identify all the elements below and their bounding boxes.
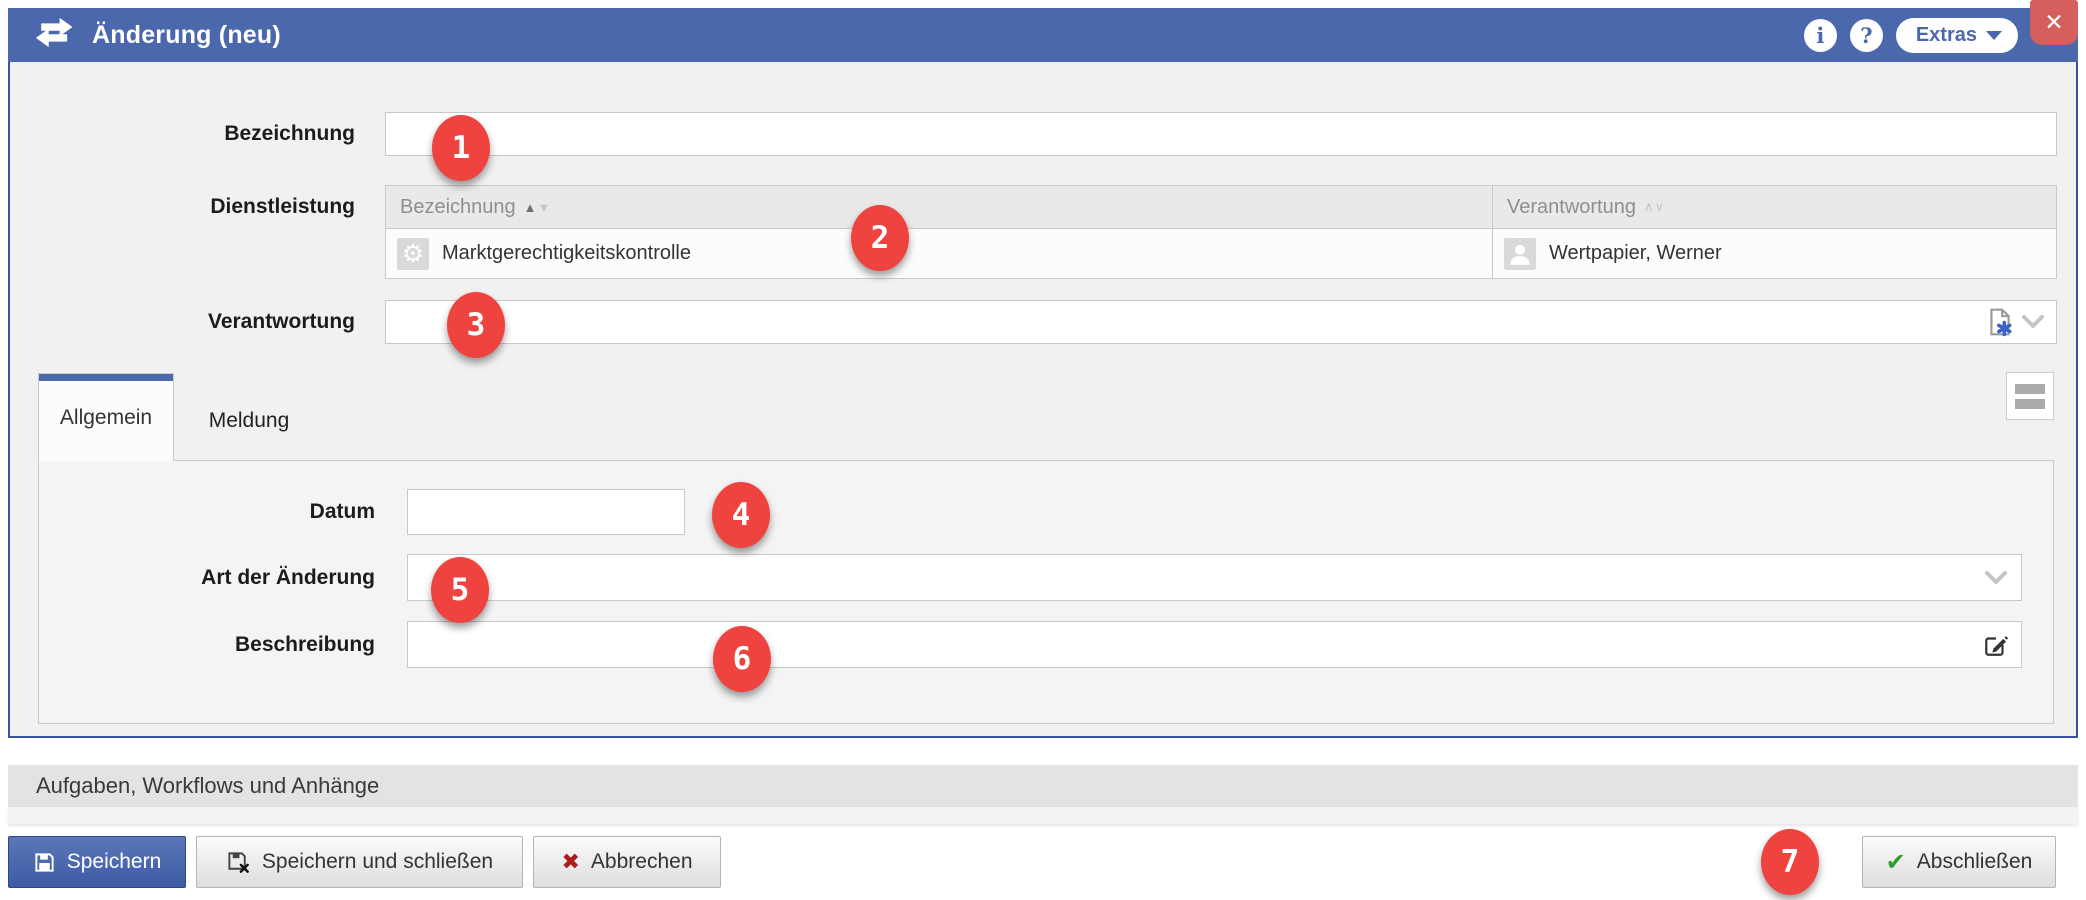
cell-text: Marktgerechtigkeitskontrolle	[442, 242, 691, 264]
finish-button[interactable]: ✔ Abschließen	[1862, 836, 2056, 888]
layout-toggle-button[interactable]	[2006, 372, 2054, 420]
title-bar: Änderung (neu) i ? Extras	[8, 8, 2078, 62]
datum-label: Datum	[309, 500, 375, 523]
bezeichnung-input[interactable]	[385, 112, 2057, 156]
titlebar-actions: i ? Extras	[1803, 8, 2018, 62]
tab-label: Allgemein	[59, 405, 153, 429]
sort-desc-icon: ∨	[1654, 199, 1665, 214]
active-tab-accent	[39, 374, 173, 381]
info-icon[interactable]: i	[1803, 18, 1837, 52]
art-der-aenderung-label: Art der Änderung	[201, 566, 375, 589]
verantwortung-input[interactable]	[385, 300, 2057, 344]
cancel-button[interactable]: ✖ Abbrechen	[533, 836, 721, 888]
layout-bar-icon	[2015, 398, 2045, 409]
new-document-icon[interactable]	[1985, 307, 2015, 337]
sort-asc-icon: ∧	[1643, 199, 1654, 214]
exchange-arrows-icon	[35, 18, 73, 48]
section-header-aufgaben[interactable]: Aufgaben, Workflows und Anhänge	[8, 765, 2078, 807]
dienstleistung-label: Dienstleistung	[210, 195, 355, 218]
annotation-marker-1: 1	[432, 115, 490, 181]
chevron-down-icon[interactable]	[2022, 315, 2044, 329]
beschreibung-input[interactable]	[407, 621, 2022, 668]
save-button[interactable]: Speichern	[8, 836, 186, 888]
save-and-close-label: Speichern und schließen	[261, 850, 494, 873]
cell-verantwortung: Wertpapier, Werner	[1492, 229, 2056, 278]
finish-label: Abschließen	[1916, 850, 2033, 873]
dienstleistung-table: Bezeichnung ▲ ▼ Verantwortung ∧ ∨	[385, 185, 2057, 279]
verantwortung-label: Verantwortung	[207, 310, 355, 333]
bezeichnung-label: Bezeichnung	[224, 122, 355, 145]
cancel-x-icon: ✖	[561, 849, 580, 874]
tab-meldung[interactable]: Meldung	[174, 380, 324, 461]
extras-label: Extras	[1915, 23, 1977, 46]
annotation-marker-4: 4	[712, 482, 770, 548]
finish-check-icon: ✔	[1885, 848, 1906, 876]
save-floppy-icon	[35, 852, 54, 872]
column-header-verantwortung[interactable]: Verantwortung ∧ ∨	[1492, 186, 2056, 228]
cancel-label: Abbrechen	[590, 850, 693, 873]
annotation-marker-5: 5	[431, 557, 489, 623]
column-label: Verantwortung	[1507, 195, 1636, 218]
annotation-marker-6: 6	[713, 626, 771, 692]
edit-pencil-icon[interactable]	[1983, 632, 2009, 658]
tab-allgemein[interactable]: Allgemein	[38, 373, 174, 461]
datum-input[interactable]	[407, 489, 685, 535]
annotation-marker-2: 2	[851, 205, 909, 271]
person-icon	[1504, 237, 1536, 270]
beschreibung-label: Beschreibung	[234, 633, 375, 656]
sort-icons: ▲ ▼	[524, 200, 551, 215]
service-gear-icon: ⚙	[397, 237, 429, 270]
chevron-down-icon	[1986, 30, 2002, 40]
cell-bezeichnung: ⚙ Marktgerechtigkeitskontrolle	[386, 229, 1492, 278]
tab-label: Meldung	[208, 408, 290, 432]
save-close-floppy-icon	[228, 851, 249, 873]
column-header-bezeichnung[interactable]: Bezeichnung ▲ ▼	[386, 186, 1492, 228]
save-label: Speichern	[66, 850, 162, 873]
page-title: Änderung (neu)	[92, 20, 281, 49]
section-body-collapsed	[8, 807, 2078, 824]
extras-button[interactable]: Extras	[1895, 17, 2018, 53]
sort-asc-icon: ▲	[523, 199, 537, 215]
sort-icons: ∧ ∨	[1644, 199, 1664, 215]
chevron-down-icon	[1985, 570, 2007, 584]
close-button[interactable]: ✕	[2030, 0, 2078, 45]
annotation-marker-3: 3	[447, 292, 505, 358]
help-icon[interactable]: ?	[1849, 18, 1883, 52]
sort-desc-icon: ▼	[537, 199, 551, 215]
save-and-close-button[interactable]: Speichern und schließen	[196, 836, 523, 888]
main-form-panel: Bezeichnung Dienstleistung Bezeichnung ▲…	[8, 62, 2078, 738]
table-header-row: Bezeichnung ▲ ▼ Verantwortung ∧ ∨	[386, 186, 2056, 229]
close-icon: ✕	[2044, 9, 2064, 35]
art-der-aenderung-select[interactable]	[407, 554, 2022, 601]
cell-text: Wertpapier, Werner	[1549, 242, 1722, 264]
table-row[interactable]: ⚙ Marktgerechtigkeitskontrolle Wertpapie…	[386, 229, 2056, 278]
tab-content-allgemein: Datum Art der Änderung Beschreibung	[38, 460, 2054, 724]
column-label: Bezeichnung	[400, 195, 516, 218]
layout-bar-icon	[2015, 383, 2045, 394]
annotation-marker-7: 7	[1761, 829, 1819, 895]
